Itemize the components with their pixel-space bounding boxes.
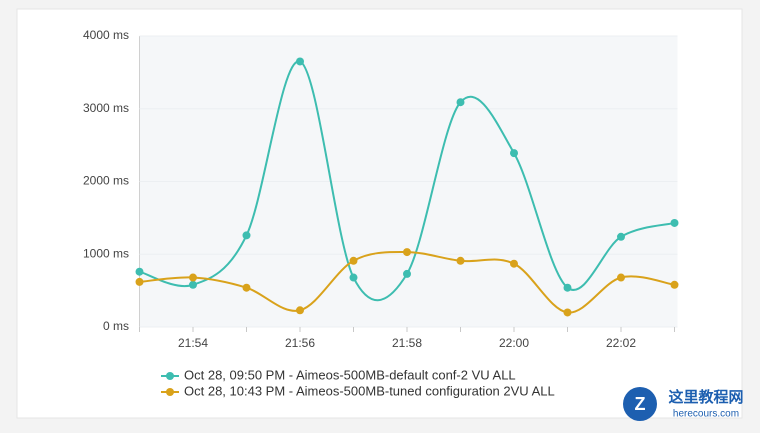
watermark-url: herecours.com [673,409,739,420]
x-tick-label: 21:58 [392,336,422,350]
x-tick-label: 21:54 [178,336,208,350]
point [296,306,304,315]
y-tick-label: 3000 ms [83,101,129,115]
watermark: Z 这里教程网 herecours.com [623,387,744,421]
point [296,57,304,66]
point [135,267,144,276]
point [510,259,518,268]
legend-label: Oct 28, 09:50 PM - Aimeos-500MB-default … [184,367,516,382]
legend-marker [166,388,174,396]
point [670,218,679,227]
watermark-logo [623,387,657,421]
legend-marker [166,372,174,380]
point [189,280,197,289]
point [242,283,251,292]
point [510,149,518,158]
point [563,283,572,292]
legend-label: Oct 28, 10:43 PM - Aimeos-500MB-tuned co… [184,383,555,398]
point [403,248,411,257]
y-tick-label: 0 ms [103,319,129,333]
point [349,273,358,282]
watermark-logo-letter: Z [635,394,646,414]
point [135,277,144,286]
point [617,273,625,282]
y-tick-label: 4000 ms [83,28,129,42]
point [670,280,679,289]
point [456,256,465,265]
point [349,256,358,265]
y-tick-label: 2000 ms [83,174,129,188]
series [135,57,679,301]
x-tick-label: 22:02 [606,336,636,350]
point [456,98,465,107]
x-tick-label: 21:56 [285,336,315,350]
point [617,232,625,241]
point [563,308,572,317]
watermark-title: 这里教程网 [668,388,743,406]
y-tick-label: 1000 ms [83,246,129,260]
point [189,273,197,282]
point [242,231,251,240]
point [403,269,411,278]
x-tick-label: 22:00 [499,336,529,350]
series [135,248,679,317]
